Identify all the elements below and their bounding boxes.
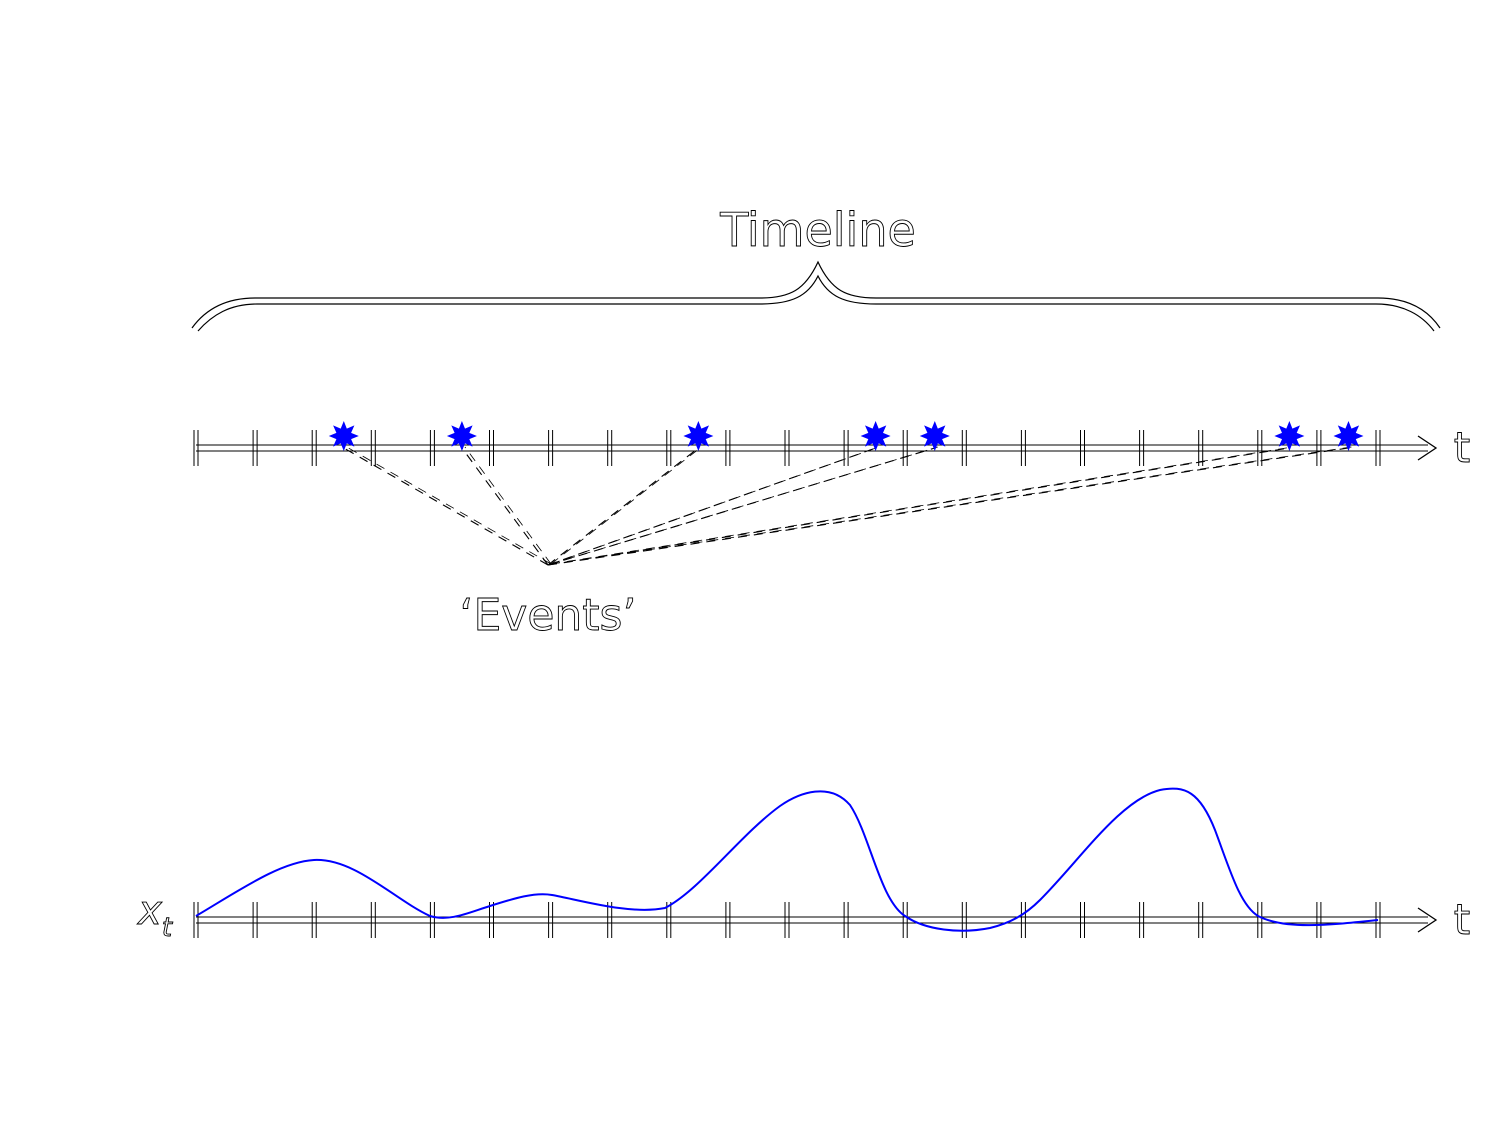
event-star-marker	[860, 421, 891, 451]
event-arrow-shadow	[550, 446, 938, 565]
timeline-brace	[191, 260, 1441, 329]
event-arrow-shadow	[346, 446, 552, 565]
event-star-marker	[919, 421, 950, 451]
series-label-subscript: t	[162, 913, 173, 943]
event-arrow-shadow	[550, 446, 879, 565]
series-label-x: x	[136, 888, 162, 934]
event-arrow-shadow	[464, 446, 552, 565]
event-arrow-shadow	[550, 446, 1352, 565]
event-arrows	[343, 446, 1352, 566]
top-axis-arrowhead	[1417, 435, 1438, 461]
event-star-marker	[1333, 421, 1364, 451]
top-axis-t-label: t	[1454, 423, 1470, 472]
event-star-marker	[446, 421, 477, 451]
events-label: ‘Events’	[460, 590, 637, 641]
timeline-brace-inner	[197, 274, 1435, 332]
event-arrow-shadow	[550, 446, 702, 565]
event-arrow-shadow	[550, 446, 1293, 565]
bottom-axis-t-label: t	[1454, 895, 1470, 944]
event-timeline-axis	[193, 430, 1438, 466]
event-markers	[328, 421, 1364, 451]
event-arrow	[547, 447, 1349, 566]
bottom-axis-arrowhead	[1417, 907, 1438, 933]
event-arrow	[547, 447, 699, 566]
timeline-title: Timeline	[719, 203, 916, 257]
series-timeline-axis	[193, 902, 1438, 938]
series-curve	[195, 787, 1379, 932]
event-star-marker	[1274, 421, 1305, 451]
event-arrow	[461, 447, 549, 566]
event-star-marker	[683, 421, 714, 451]
series-label: x t	[136, 888, 174, 944]
event-arrow	[343, 447, 549, 566]
event-star-marker	[328, 421, 359, 451]
event-arrow	[547, 447, 876, 566]
event-arrow	[547, 447, 1290, 566]
